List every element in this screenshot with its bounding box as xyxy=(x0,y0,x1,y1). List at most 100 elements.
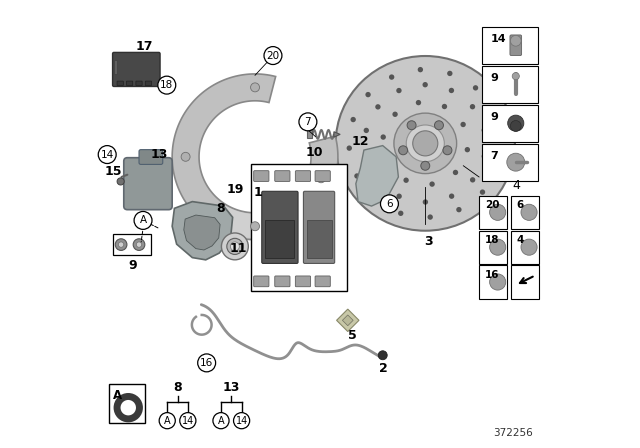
FancyBboxPatch shape xyxy=(482,105,538,142)
Polygon shape xyxy=(172,74,338,240)
FancyBboxPatch shape xyxy=(511,231,539,264)
Circle shape xyxy=(521,204,537,220)
Circle shape xyxy=(227,238,243,254)
Circle shape xyxy=(221,233,248,260)
Circle shape xyxy=(470,104,475,109)
Circle shape xyxy=(159,413,175,429)
Circle shape xyxy=(299,113,317,131)
Circle shape xyxy=(418,67,423,72)
FancyBboxPatch shape xyxy=(139,150,163,164)
FancyBboxPatch shape xyxy=(253,276,269,287)
Text: 4: 4 xyxy=(516,235,524,245)
Circle shape xyxy=(512,73,519,80)
FancyBboxPatch shape xyxy=(482,66,538,103)
Text: 1: 1 xyxy=(254,186,262,199)
Text: 20: 20 xyxy=(266,51,280,60)
Circle shape xyxy=(380,195,398,213)
FancyBboxPatch shape xyxy=(145,81,152,86)
Text: 13: 13 xyxy=(151,147,168,161)
FancyBboxPatch shape xyxy=(335,143,515,152)
Polygon shape xyxy=(117,178,124,185)
Circle shape xyxy=(158,76,176,94)
FancyBboxPatch shape xyxy=(479,196,508,229)
Polygon shape xyxy=(276,216,297,236)
Circle shape xyxy=(230,242,239,251)
Polygon shape xyxy=(337,309,359,332)
Text: 7: 7 xyxy=(305,117,311,127)
Circle shape xyxy=(521,239,537,255)
Text: 18: 18 xyxy=(485,235,499,245)
Ellipse shape xyxy=(406,125,444,162)
Circle shape xyxy=(317,174,326,183)
Text: 11: 11 xyxy=(230,242,247,255)
Text: 18: 18 xyxy=(160,80,173,90)
Text: A: A xyxy=(218,416,224,426)
Circle shape xyxy=(375,104,381,110)
Text: 5: 5 xyxy=(348,328,356,342)
FancyBboxPatch shape xyxy=(275,171,290,181)
Circle shape xyxy=(396,194,402,199)
Circle shape xyxy=(115,239,127,250)
Circle shape xyxy=(399,147,404,152)
Circle shape xyxy=(421,161,430,170)
FancyBboxPatch shape xyxy=(295,171,310,181)
FancyBboxPatch shape xyxy=(266,220,294,258)
Text: A: A xyxy=(164,416,170,426)
Text: 14: 14 xyxy=(182,416,194,426)
Circle shape xyxy=(491,108,496,113)
Text: 14: 14 xyxy=(100,150,114,159)
Circle shape xyxy=(429,181,435,187)
Text: 14: 14 xyxy=(236,416,248,426)
Circle shape xyxy=(511,121,521,131)
Circle shape xyxy=(264,47,282,65)
Circle shape xyxy=(133,239,145,250)
Circle shape xyxy=(376,177,381,183)
Text: 15: 15 xyxy=(104,164,122,178)
Circle shape xyxy=(428,215,433,220)
FancyBboxPatch shape xyxy=(253,171,269,181)
Circle shape xyxy=(490,204,506,220)
Text: 16: 16 xyxy=(485,270,499,280)
Ellipse shape xyxy=(394,113,457,173)
Circle shape xyxy=(449,88,454,93)
FancyBboxPatch shape xyxy=(124,158,172,210)
Circle shape xyxy=(364,128,369,133)
Text: 6: 6 xyxy=(516,200,524,210)
Circle shape xyxy=(452,170,458,175)
Circle shape xyxy=(442,104,447,109)
Circle shape xyxy=(250,83,260,92)
FancyBboxPatch shape xyxy=(315,171,330,181)
Circle shape xyxy=(465,147,470,152)
Polygon shape xyxy=(356,146,398,206)
Circle shape xyxy=(381,134,386,140)
Circle shape xyxy=(405,124,410,129)
Circle shape xyxy=(398,211,403,216)
Circle shape xyxy=(449,194,454,199)
Circle shape xyxy=(473,85,478,90)
Text: 372256: 372256 xyxy=(493,428,532,438)
Circle shape xyxy=(481,154,487,159)
FancyBboxPatch shape xyxy=(136,81,142,86)
Circle shape xyxy=(181,152,190,161)
Circle shape xyxy=(440,157,445,163)
Circle shape xyxy=(347,146,352,151)
Circle shape xyxy=(446,134,452,140)
FancyBboxPatch shape xyxy=(315,276,330,287)
Circle shape xyxy=(470,177,476,182)
Text: 16: 16 xyxy=(200,358,213,368)
Circle shape xyxy=(460,122,466,127)
Circle shape xyxy=(399,146,408,155)
FancyBboxPatch shape xyxy=(262,191,298,263)
FancyBboxPatch shape xyxy=(250,164,347,291)
Circle shape xyxy=(407,121,416,130)
Circle shape xyxy=(180,413,196,429)
Circle shape xyxy=(134,211,152,229)
Text: 9: 9 xyxy=(490,112,498,121)
Circle shape xyxy=(447,71,452,76)
Text: 8: 8 xyxy=(216,202,225,215)
Circle shape xyxy=(234,413,250,429)
FancyBboxPatch shape xyxy=(114,60,116,74)
Text: 10: 10 xyxy=(305,146,323,159)
FancyBboxPatch shape xyxy=(109,384,145,423)
Text: 19: 19 xyxy=(226,182,244,196)
